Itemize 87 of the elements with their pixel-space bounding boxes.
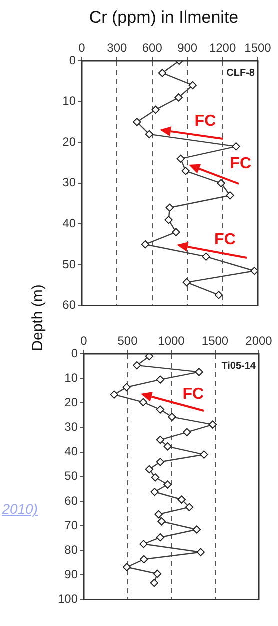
annotation: FC — [230, 156, 252, 173]
point — [168, 413, 176, 422]
point — [158, 69, 167, 78]
point — [150, 488, 159, 496]
point — [196, 548, 205, 556]
x-tick-label: 1500 — [202, 334, 229, 348]
point — [182, 167, 190, 176]
point — [202, 252, 210, 261]
chart-title: Cr (ppm) in Ilmenite — [88, 8, 240, 28]
y-tick-label: 20 — [64, 395, 78, 410]
point — [151, 474, 160, 482]
point — [133, 118, 142, 126]
point — [188, 81, 197, 90]
point — [185, 503, 194, 512]
point — [195, 368, 204, 376]
point — [217, 179, 226, 188]
point — [200, 450, 208, 459]
point — [250, 267, 258, 276]
point — [153, 570, 162, 578]
point — [122, 563, 132, 572]
point — [145, 354, 154, 361]
point — [150, 578, 159, 588]
x-tick-label: 1000 — [158, 334, 186, 348]
point — [164, 216, 173, 224]
point — [172, 228, 180, 236]
point — [164, 480, 172, 489]
point — [174, 94, 183, 102]
point — [208, 420, 217, 429]
point — [141, 240, 150, 249]
y-tick-label: 10 — [64, 370, 78, 385]
point — [154, 510, 163, 519]
y-tick-label: 0 — [71, 346, 78, 360]
point — [156, 406, 165, 414]
y-tick-label: 40 — [62, 216, 76, 231]
x-tick-label: 900 — [178, 41, 198, 56]
y-tick-label: 60 — [64, 494, 78, 508]
point — [156, 534, 165, 542]
point — [178, 496, 186, 504]
point — [182, 278, 191, 287]
y-tick-label: 100 — [58, 592, 78, 606]
point — [145, 465, 154, 474]
point — [166, 204, 174, 212]
point — [139, 398, 148, 407]
y-tick-label: 30 — [64, 420, 78, 434]
point — [156, 436, 165, 444]
y-tick-label: 50 — [64, 469, 78, 484]
point — [214, 291, 224, 300]
x-tick-label: 1200 — [209, 41, 236, 56]
y-axis-title: Depth (m) — [30, 284, 46, 352]
point — [232, 142, 240, 151]
point — [110, 390, 118, 399]
x-tick-label: 0 — [80, 334, 88, 348]
x-tick-label: 600 — [142, 41, 163, 56]
point — [156, 458, 165, 466]
annotation: FC — [214, 231, 236, 248]
point — [183, 428, 192, 437]
annotation: FC — [194, 112, 217, 130]
y-tick-label: 50 — [62, 257, 76, 272]
point — [158, 518, 166, 526]
y-tick-label: 10 — [62, 94, 76, 108]
point — [122, 383, 131, 392]
point — [164, 442, 172, 451]
point — [152, 106, 160, 114]
y-tick-label: 60 — [62, 298, 76, 312]
y-tick-label: 30 — [62, 176, 76, 190]
point — [133, 361, 142, 370]
y-tick-label: 80 — [64, 542, 78, 557]
x-tick-label: 300 — [107, 41, 128, 56]
point — [192, 526, 201, 534]
annotation: FC — [182, 386, 205, 403]
y-tick-label: 20 — [62, 134, 76, 149]
x-tick-label: 1500 — [244, 41, 272, 56]
text: 2010) — [2, 501, 38, 518]
annotation: CLF-8 — [226, 68, 256, 79]
y-tick-label: 0 — [69, 53, 76, 68]
point — [156, 376, 165, 384]
x-tick-label: 500 — [118, 334, 138, 348]
annotation: Ti05-14 — [222, 360, 256, 372]
point — [145, 130, 154, 139]
y-tick-label: 70 — [64, 518, 78, 532]
y-tick-label: 40 — [64, 444, 78, 459]
point — [176, 154, 186, 164]
point — [140, 540, 148, 548]
point — [140, 555, 148, 564]
x-tick-label: 2000 — [246, 334, 273, 348]
point — [226, 192, 234, 200]
y-tick-label: 90 — [64, 568, 78, 582]
